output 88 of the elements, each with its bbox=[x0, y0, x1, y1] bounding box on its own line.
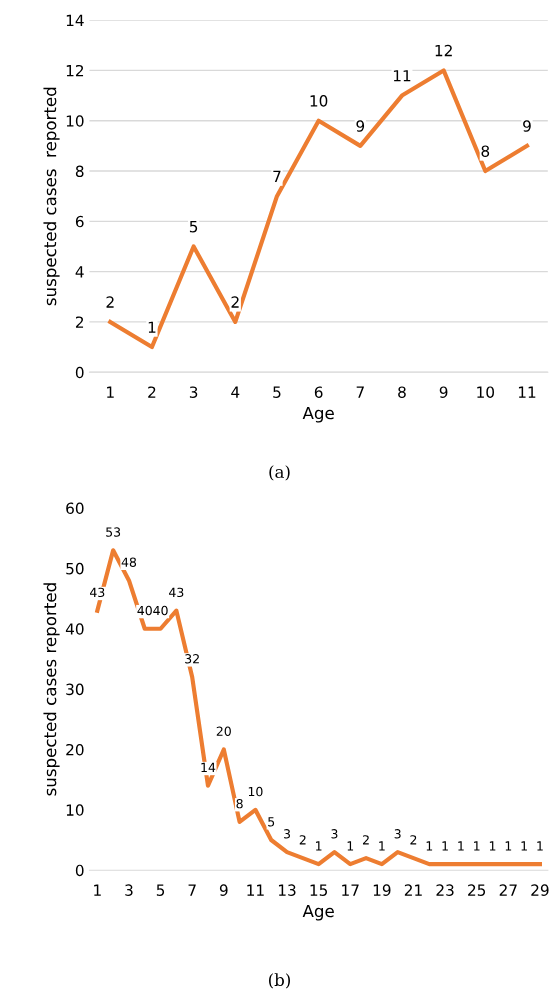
x-tick-label: 13 bbox=[278, 884, 296, 896]
x-tick-label: 4 bbox=[231, 386, 240, 398]
y-tick-label: 10 bbox=[66, 115, 84, 127]
x-tick-label: 11 bbox=[518, 386, 536, 398]
data-label: 1 bbox=[442, 841, 448, 851]
data-label: 9 bbox=[356, 120, 365, 132]
x-tick-label: 5 bbox=[156, 884, 165, 896]
data-label: 48 bbox=[121, 557, 137, 567]
y-axis-title: suspected cases reported bbox=[43, 87, 60, 306]
y-axis-title: suspected cases reported bbox=[43, 583, 60, 796]
data-label: 43 bbox=[90, 587, 105, 598]
x-tick-label: 1 bbox=[107, 386, 114, 398]
data-label: 11 bbox=[393, 70, 411, 82]
data-label: 1 bbox=[458, 841, 464, 851]
data-label: 2 bbox=[362, 835, 369, 845]
text: (b) bbox=[268, 973, 291, 989]
x-axis-title: Age bbox=[302, 904, 334, 921]
y-tick-label: 10 bbox=[66, 804, 84, 816]
x-tick-label: 25 bbox=[468, 884, 486, 896]
x-tick-label: 5 bbox=[273, 386, 281, 398]
x-tick-label: 1 bbox=[94, 884, 101, 896]
data-label: 10 bbox=[248, 786, 263, 797]
data-label: 8 bbox=[236, 798, 243, 809]
x-tick-label: 29 bbox=[531, 884, 549, 896]
data-label: 1 bbox=[347, 841, 354, 851]
x-tick-label: 3 bbox=[125, 884, 133, 896]
line-series bbox=[108, 68, 530, 350]
data-label: 20 bbox=[216, 726, 231, 736]
data-label: 1 bbox=[148, 321, 156, 333]
data-label: 53 bbox=[106, 527, 121, 537]
y-tick-label: 6 bbox=[75, 215, 84, 228]
x-tick-label: 11 bbox=[247, 884, 264, 896]
x-tick-label: 15 bbox=[310, 884, 328, 896]
data-label: 3 bbox=[394, 829, 401, 839]
y-tick-label: 8 bbox=[75, 165, 84, 178]
data-label: 2 bbox=[231, 296, 239, 308]
x-tick-label: 6 bbox=[314, 386, 323, 398]
y-tick-label: 0 bbox=[75, 366, 84, 379]
data-label: 10 bbox=[310, 95, 328, 107]
text: (a) bbox=[269, 465, 290, 481]
x-tick-label: 8 bbox=[398, 386, 406, 398]
x-tick-label: 21 bbox=[404, 884, 422, 896]
y-tick-label: 4 bbox=[75, 266, 84, 278]
data-label: 1 bbox=[474, 841, 480, 851]
data-label: 32 bbox=[185, 654, 199, 664]
x-tick-label: 10 bbox=[477, 386, 495, 398]
data-label: 1 bbox=[489, 841, 496, 851]
x-axis-title: Age bbox=[302, 406, 334, 423]
data-label: 2 bbox=[106, 296, 114, 308]
data-label: 8 bbox=[481, 145, 490, 157]
x-tick-label: 27 bbox=[499, 884, 517, 896]
y-tick-label: 50 bbox=[66, 562, 84, 575]
y-tick-label: 0 bbox=[75, 864, 84, 877]
y-tick-label: 60 bbox=[66, 502, 84, 515]
data-label: 1 bbox=[521, 841, 527, 851]
y-tick-label: 40 bbox=[65, 623, 84, 635]
x-tick-label: 9 bbox=[219, 884, 228, 896]
x-tick-label: 7 bbox=[356, 386, 364, 398]
data-label: 14 bbox=[201, 762, 216, 772]
x-tick-label: 3 bbox=[189, 386, 198, 398]
data-label: 3 bbox=[331, 829, 338, 839]
x-tick-label: 9 bbox=[439, 386, 448, 398]
data-label: 43 bbox=[169, 587, 184, 598]
y-tick-label: 30 bbox=[66, 683, 84, 696]
data-label: 1 bbox=[316, 841, 322, 851]
x-tick-label: 19 bbox=[373, 884, 391, 896]
data-label: 2 bbox=[410, 835, 417, 845]
x-tick-label: 7 bbox=[188, 884, 196, 896]
y-tick-label: 2 bbox=[75, 316, 84, 328]
x-tick-label: 23 bbox=[436, 884, 454, 896]
data-label: 1 bbox=[537, 841, 543, 851]
data-label: 2 bbox=[299, 835, 306, 845]
data-label: 1 bbox=[505, 841, 512, 851]
data-label: 40 bbox=[153, 605, 168, 616]
data-label: 40 bbox=[137, 605, 152, 616]
data-label: 12 bbox=[435, 44, 452, 57]
data-label: 3 bbox=[283, 829, 290, 839]
data-label: 9 bbox=[523, 120, 531, 132]
x-tick-label: 17 bbox=[342, 884, 359, 896]
y-tick-label: 14 bbox=[66, 14, 84, 26]
data-label: 5 bbox=[189, 221, 198, 233]
data-label: 1 bbox=[426, 841, 433, 851]
y-tick-label: 20 bbox=[66, 743, 84, 756]
data-label: 5 bbox=[268, 817, 275, 827]
x-tick-label: 2 bbox=[148, 386, 156, 398]
data-label: 1 bbox=[379, 841, 385, 851]
y-tick-label: 12 bbox=[66, 64, 84, 77]
data-label: 7 bbox=[273, 170, 281, 182]
